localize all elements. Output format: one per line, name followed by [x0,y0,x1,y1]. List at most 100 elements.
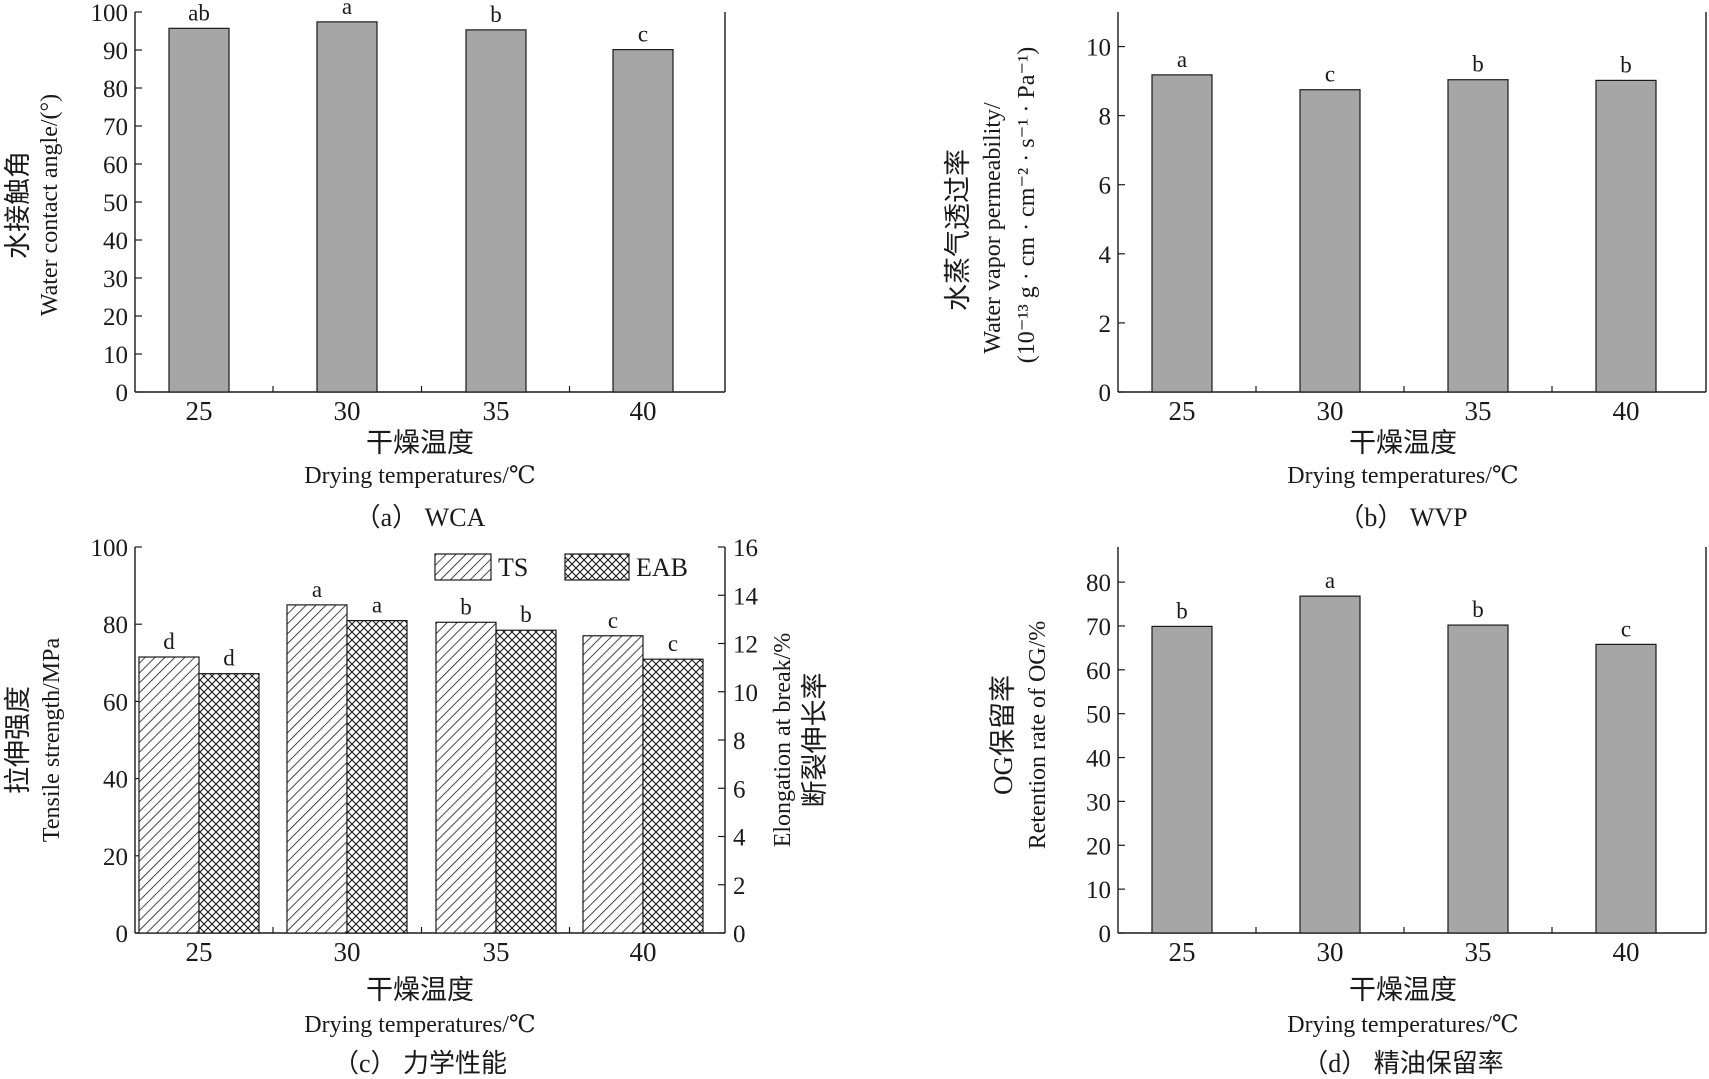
plot-area-d: 0 10 20 30 40 50 60 70 80 25 30 35 40 b a b c [1086,547,1707,967]
ylabel-cn-b: 水蒸气透过率 [943,149,973,311]
x-tick-label: 40 [1613,396,1640,426]
x-tick-label: 25 [1169,396,1196,426]
xlabel-cn-c: 干燥温度 [366,975,474,1005]
legend-label-ts: TS [498,553,528,582]
bar-40 [1595,643,1657,934]
legend-c: TS EAB [434,553,688,582]
y-tick-label: 60 [103,689,128,716]
x-tick-label: 40 [630,937,657,967]
significance-label: a [372,593,382,618]
bar-25 [1151,625,1213,934]
y-tick-label: 10 [1086,35,1111,62]
significance-label: b [1176,598,1188,623]
x-tick-label: 35 [483,937,510,967]
x-tick-label: 35 [1465,396,1492,426]
x-tick-label: 25 [186,937,213,967]
significance-label: b [1620,52,1632,77]
panel-d-og-retention: 0 10 20 30 40 50 60 70 80 25 30 35 40 b a b c 干燥温度 Dryin… [988,547,1707,1078]
significance-label: d [163,629,175,654]
y-tick-label: 70 [1086,614,1111,641]
y2-tick-label: 0 [733,921,746,948]
bar-40 [1595,79,1657,393]
x-tick-label: 40 [1613,937,1640,967]
y-tick-label: 40 [1086,746,1111,773]
x-tick-label: 25 [1169,937,1196,967]
x-tick-label: 30 [1317,937,1344,967]
y-tick-label: 90 [103,38,128,65]
bar-ts-25 [138,656,200,934]
y-tick-label: 8 [1099,104,1112,131]
y-tick-label: 50 [103,190,128,217]
plot-area-b: 0 2 4 6 8 10 25 30 35 40 a c b b [1086,12,1707,426]
significance-label: a [1325,568,1335,593]
xlabel-en-a: Drying temperatures/℃ [304,463,535,489]
bar-35 [465,29,527,393]
significance-label: ab [188,0,210,25]
y-tick-label: 60 [103,152,128,179]
panel-c-mechanical: 0 20 40 60 80 100 0 2 4 6 8 10 12 14 16 25 30 35 40 d a b c d a b… [3,535,830,1078]
caption-d: （d） 精油保留率 [1302,1049,1504,1078]
bar-eab-40 [642,658,704,934]
bar-eab-35 [495,629,557,934]
y-tick-label: 70 [103,114,128,141]
bar-35 [1447,624,1509,934]
y-tick-label: 80 [103,612,128,639]
y-tick-label: 80 [1086,570,1111,597]
bar-25 [168,27,230,393]
bar-30 [1299,89,1361,393]
caption-c: （c） 力学性能 [333,1049,507,1078]
y-tick-label: 80 [103,76,128,103]
legend-swatch-eab [564,553,630,581]
y2label-en-c: Elongation at break/% [770,633,796,848]
legend-swatch-ts [434,553,492,581]
bar-ts-35 [435,621,497,934]
x-tick-label: 25 [186,396,213,426]
y-tick-label: 10 [1086,877,1111,904]
significance-label: c [608,608,618,633]
legend-label-eab: EAB [636,553,688,582]
bar-eab-25 [198,673,260,934]
significance-label: b [1472,597,1484,622]
y-tick-label: 40 [103,767,128,794]
y2-tick-label: 14 [733,583,759,610]
significance-label: b [520,602,532,627]
x-tick-label: 30 [334,937,361,967]
significance-label: c [1621,616,1631,641]
x-tick-label: 30 [1317,396,1344,426]
y-tick-label: 100 [91,0,129,27]
xlabel-en-d: Drying temperatures/℃ [1287,1012,1518,1038]
xlabel-en-c: Drying temperatures/℃ [304,1012,535,1038]
y2-tick-label: 8 [733,728,746,755]
ylabel-en-c: Tensile strength/MPa [39,638,65,843]
significance-label: a [312,577,322,602]
x-tick-label: 40 [630,396,657,426]
ylabel-en-d: Retention rate of OG/% [1025,621,1051,850]
y2-tick-label: 10 [733,680,758,707]
xlabel-en-b: Drying temperatures/℃ [1287,463,1518,489]
bar-25 [1151,74,1213,393]
y-tick-label: 20 [103,304,128,331]
y-tick-label: 50 [1086,702,1111,729]
y-tick-label: 0 [116,380,129,407]
ylabel-cn-c: 拉伸强度 [3,686,33,794]
xlabel-cn-a: 干燥温度 [366,428,474,458]
ylabel-en-a: Water contact angle/(°) [37,94,63,316]
y-tick-label: 0 [1099,921,1112,948]
significance-label: b [460,594,472,619]
bar-eab-30 [346,619,408,934]
bar-ts-30 [286,604,348,934]
y-tick-label: 4 [1099,242,1112,269]
y-tick-label: 30 [103,266,128,293]
x-tick-label: 35 [1465,937,1492,967]
ylabel-cn-d: OG保留率 [988,675,1018,795]
y2-tick-label: 6 [733,776,746,803]
xlabel-cn-b: 干燥温度 [1349,428,1457,458]
y-tick-label: 2 [1099,311,1112,338]
significance-label: c [668,631,678,656]
significance-label: b [490,2,502,27]
y2-tick-label: 16 [733,535,758,562]
significance-label: a [342,0,352,19]
significance-label: c [638,22,648,47]
